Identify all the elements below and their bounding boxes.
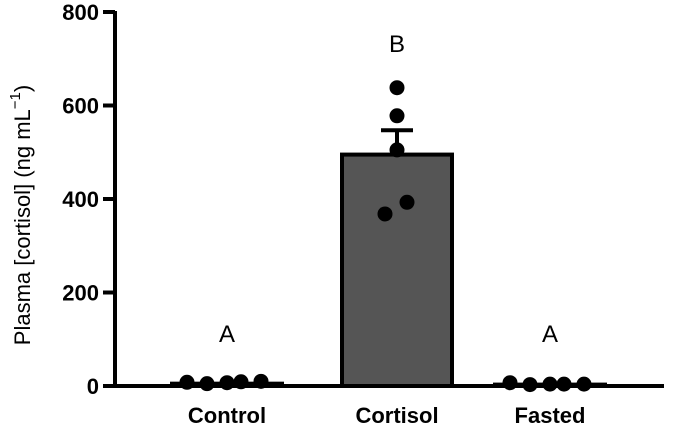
point-cortisol (377, 206, 393, 222)
y-tick-label: 600 (62, 94, 99, 119)
y-tick-label: 800 (62, 0, 99, 25)
y-tick-label: 0 (87, 374, 99, 399)
y-axis-label-sup: −1 (7, 92, 24, 109)
category-label-control: Control (188, 403, 266, 428)
y-tick-label: 400 (62, 187, 99, 212)
point-cortisol (389, 142, 405, 158)
significance-labels: A B A (219, 31, 558, 348)
category-label-cortisol: Cortisol (355, 403, 438, 428)
point-cortisol (389, 80, 405, 96)
bars (170, 152, 607, 389)
y-tick-label: 200 (62, 281, 99, 306)
significance-label-control: A (219, 321, 235, 348)
y-axis-ticks: 0 200 400 600 800 (62, 0, 115, 399)
bar-cortisol (340, 152, 454, 388)
significance-label-fasted: A (542, 321, 558, 348)
category-label-fasted: Fasted (515, 403, 586, 428)
significance-label-cortisol: B (389, 31, 405, 58)
y-axis-label-main: Plasma [cortisol] (ng mL (10, 109, 35, 345)
category-labels: Control Cortisol Fasted (188, 403, 586, 428)
point-cortisol (399, 194, 415, 210)
y-axis-label-close: ) (10, 85, 35, 92)
y-axis-label: Plasma [cortisol] (ng mL−1) (7, 85, 35, 345)
point-cortisol (389, 108, 405, 124)
point-control (199, 376, 215, 392)
